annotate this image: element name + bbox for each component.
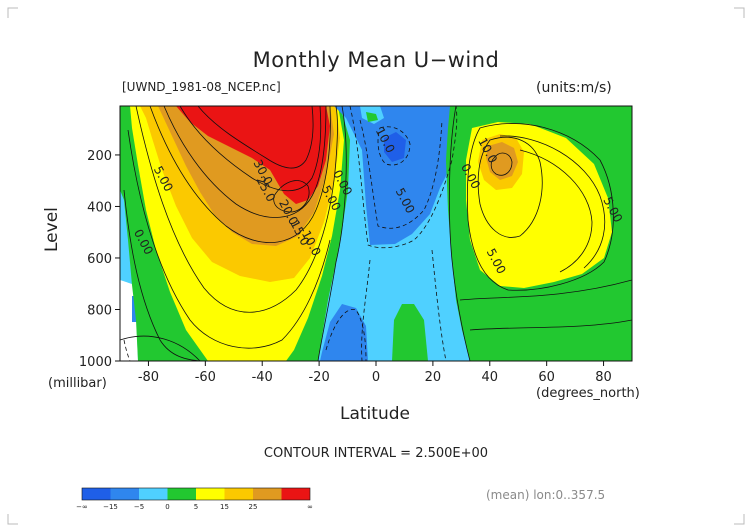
y-tick-label: 800 bbox=[87, 303, 112, 318]
colorbar-swatch bbox=[110, 488, 139, 500]
y-axis-title: Level bbox=[42, 207, 62, 252]
colorbar-swatch bbox=[196, 488, 225, 500]
colorbar-swatch bbox=[167, 488, 196, 500]
mean-note: (mean) lon:0..357.5 bbox=[486, 488, 606, 502]
fill-band-darkblue-tropics bbox=[384, 132, 406, 162]
x-tick-label: 0 bbox=[372, 370, 380, 385]
units-label: (units:m/s) bbox=[536, 80, 612, 96]
x-tick-label: -60 bbox=[195, 370, 216, 385]
colorbar-swatch bbox=[224, 488, 253, 500]
colorbar-swatch bbox=[139, 488, 168, 500]
chart-title: Monthly Mean U−wind bbox=[252, 48, 500, 72]
u-wind-filled-contours bbox=[120, 106, 632, 361]
colorbar-label: −∞ bbox=[76, 503, 88, 511]
y-tick-label: 200 bbox=[87, 149, 112, 164]
y-axis: 200 400 600 800 1000 bbox=[79, 149, 120, 370]
contour-interval-label: CONTOUR INTERVAL = 2.500E+00 bbox=[263, 446, 489, 461]
x-tick-label: 60 bbox=[538, 370, 555, 385]
x-tick-label: -80 bbox=[138, 370, 159, 385]
colorbar-label: 5 bbox=[194, 503, 198, 511]
y-tick-label: 400 bbox=[87, 200, 112, 215]
dataset-label: [UWND_1981-08_NCEP.nc] bbox=[122, 80, 281, 94]
x-tick-label: 80 bbox=[595, 370, 612, 385]
fill-band-blue-tropics bbox=[334, 106, 460, 245]
colorbar-swatch bbox=[253, 488, 282, 500]
y-tick-label: 1000 bbox=[79, 355, 112, 370]
x-tick-label: -40 bbox=[252, 370, 273, 385]
x-axis-unit: (degrees_north) bbox=[536, 386, 640, 401]
colorbar-label: −5 bbox=[134, 503, 144, 511]
contour-lines bbox=[120, 106, 632, 361]
colorbar-label: 15 bbox=[220, 503, 229, 511]
page-corner-marks bbox=[7, 7, 745, 525]
fill-band-green-surface bbox=[392, 304, 428, 361]
fill-band-green-top-tropics bbox=[366, 112, 378, 122]
colorbar-label: 0 bbox=[165, 503, 169, 511]
colorbar-label: 25 bbox=[249, 503, 258, 511]
x-tick-label: 20 bbox=[425, 370, 442, 385]
y-axis-unit: (millibar) bbox=[48, 376, 107, 391]
fill-band-red-sh bbox=[176, 106, 330, 204]
colorbar: −∞ −15 −5 0 5 15 25 ∞ bbox=[76, 487, 313, 511]
contour-lines-negative bbox=[123, 106, 458, 361]
x-axis-title: Latitude bbox=[340, 404, 410, 424]
colorbar-frame bbox=[81, 487, 311, 501]
colorbar-swatch bbox=[82, 488, 111, 500]
colorbar-swatch bbox=[281, 488, 310, 500]
x-axis: -80 -60 -40 -20 0 20 40 60 80 bbox=[138, 361, 612, 385]
colorbar-label: ∞ bbox=[307, 503, 313, 511]
colorbar-label: −15 bbox=[103, 503, 118, 511]
fill-band-blue-surface bbox=[320, 304, 368, 361]
x-tick-label: -20 bbox=[308, 370, 329, 385]
x-tick-label: 40 bbox=[482, 370, 499, 385]
y-tick-label: 600 bbox=[87, 252, 112, 267]
